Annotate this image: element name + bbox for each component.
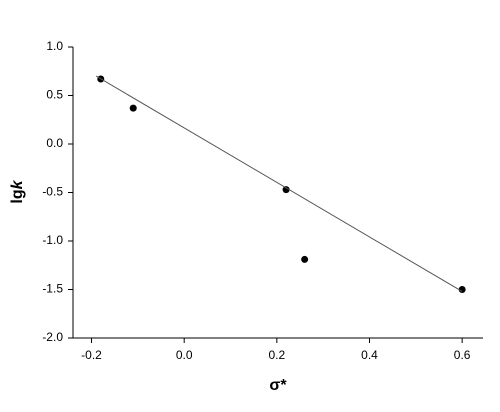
y-title-part: lg: [9, 189, 26, 203]
x-tick-label: 0.6: [454, 348, 471, 362]
y-tick-label: 1.0: [46, 39, 63, 53]
y-tick-label: -1.0: [42, 233, 63, 247]
trend-line: [95, 75, 463, 292]
y-tick-label: -1.5: [42, 282, 63, 296]
x-tick-label: 0.4: [361, 348, 378, 362]
y-tick-label: -2.0: [42, 330, 63, 344]
x-tick-label: 0.2: [268, 348, 285, 362]
data-point: [301, 255, 309, 263]
y-tick-label: -0.5: [42, 185, 63, 199]
y-tick-label: 0.0: [46, 136, 63, 150]
data-point: [458, 286, 466, 293]
x-axis-title: σ*: [269, 377, 287, 394]
data-point: [282, 186, 290, 194]
y-title-part: k: [9, 179, 26, 189]
data-point: [129, 104, 137, 112]
y-tick-label: 0.5: [46, 88, 63, 102]
x-tick-label: -0.2: [81, 348, 102, 362]
y-axis-title: lgk: [9, 179, 26, 203]
x-tick-label: 0.0: [176, 348, 193, 362]
